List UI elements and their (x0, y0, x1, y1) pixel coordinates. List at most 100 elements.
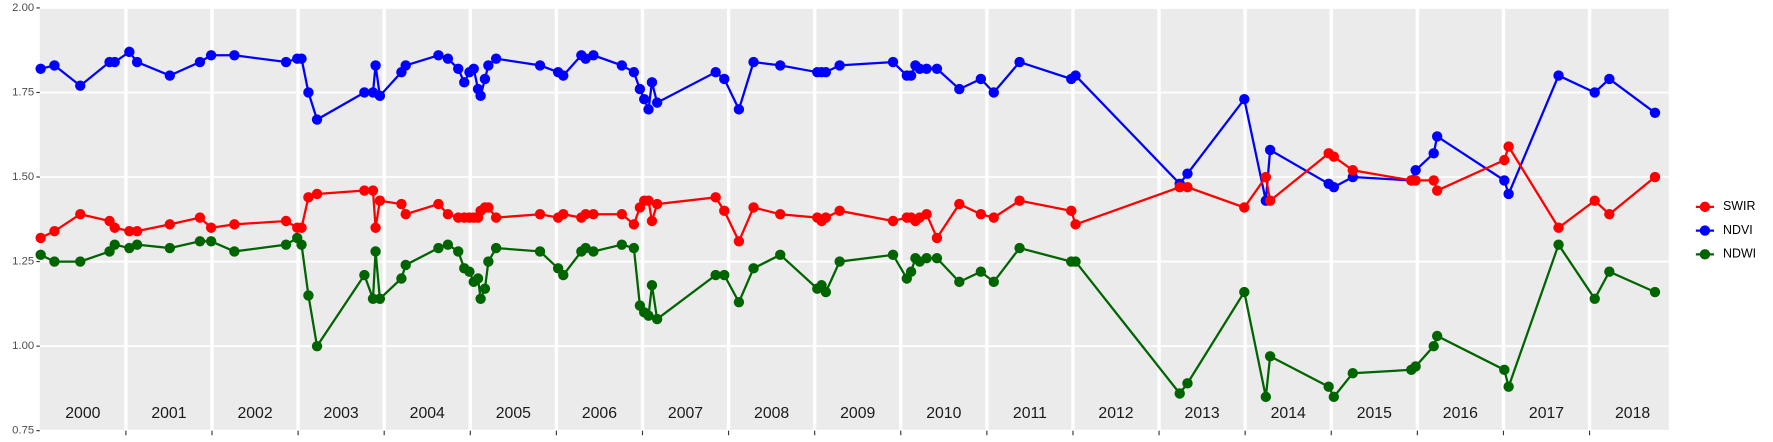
data-point (400, 259, 411, 271)
data-point (131, 239, 143, 250)
data-point (49, 256, 60, 267)
data-point (975, 73, 987, 85)
data-point (1174, 388, 1185, 399)
data-point (1264, 351, 1276, 362)
data-point (1410, 175, 1421, 186)
data-point (1589, 293, 1600, 304)
data-point (634, 83, 646, 95)
data-point (164, 242, 176, 254)
year-label: 2000 (65, 405, 100, 422)
year-label: 2015 (1357, 405, 1392, 422)
data-point (887, 215, 899, 227)
year-label: 2017 (1529, 405, 1564, 422)
data-point (280, 56, 292, 68)
data-point (75, 80, 86, 91)
data-point (580, 209, 591, 220)
data-point (483, 256, 494, 267)
data-point (1410, 361, 1421, 372)
data-point (280, 239, 292, 250)
data-point (1499, 154, 1510, 166)
data-point (1499, 175, 1510, 186)
data-point (820, 212, 832, 223)
year-label: 2008 (754, 405, 789, 422)
data-point (1553, 70, 1564, 81)
data-point (1328, 181, 1340, 193)
data-point (954, 276, 965, 288)
data-point (639, 94, 650, 105)
data-point (109, 222, 120, 233)
data-point (1070, 70, 1081, 81)
data-point (1428, 148, 1439, 159)
data-point (628, 242, 640, 254)
data-point (164, 70, 176, 81)
data-point (205, 236, 217, 247)
data-point (733, 104, 745, 115)
y-tick-label: 1.75 (12, 86, 34, 98)
data-point (35, 249, 46, 261)
data-point (1323, 381, 1334, 392)
data-point (490, 212, 502, 223)
data-point (475, 90, 486, 102)
legend-key-point (1699, 249, 1711, 260)
data-point (534, 246, 546, 257)
data-point (820, 66, 832, 78)
data-point (296, 239, 307, 250)
data-point (1174, 181, 1185, 193)
data-point (1431, 131, 1443, 142)
data-point (1260, 171, 1272, 183)
data-point (49, 60, 60, 71)
data-point (588, 246, 599, 257)
data-point (954, 83, 965, 95)
year-label: 2001 (151, 405, 186, 422)
data-point (1589, 195, 1600, 206)
data-point (651, 313, 663, 325)
year-label: 2013 (1185, 405, 1220, 422)
data-point (1553, 222, 1564, 233)
data-point (433, 198, 444, 210)
data-point (374, 293, 386, 304)
data-point (459, 77, 470, 88)
data-point (1182, 181, 1193, 193)
data-point (1431, 330, 1443, 342)
data-point (628, 219, 640, 230)
data-point (834, 256, 845, 267)
data-point (988, 212, 999, 223)
year-label: 2012 (1098, 405, 1133, 422)
y-tick-label: 1.50 (12, 171, 34, 183)
data-point (921, 209, 932, 220)
data-point (921, 63, 932, 74)
data-point (433, 242, 444, 254)
data-point (1070, 256, 1081, 267)
data-point (887, 56, 899, 68)
y-tick-label: 0.75 (12, 425, 34, 437)
data-point (834, 60, 845, 71)
data-point (229, 50, 240, 61)
data-point (643, 195, 654, 206)
data-point (921, 253, 932, 264)
data-point (453, 63, 464, 74)
data-point (588, 209, 599, 220)
data-point (296, 222, 307, 233)
data-point (646, 215, 658, 227)
year-label: 2010 (926, 405, 961, 422)
data-point (433, 50, 444, 61)
data-point (396, 198, 407, 210)
data-point (748, 202, 759, 213)
y-tick-label: 1.25 (12, 256, 34, 268)
data-point (1604, 266, 1615, 277)
data-point (558, 209, 569, 220)
data-point (490, 242, 502, 254)
data-point (367, 185, 379, 196)
data-point (453, 246, 464, 257)
data-point (1649, 107, 1661, 118)
data-point (719, 73, 730, 85)
data-point (359, 185, 370, 196)
data-point (710, 66, 721, 78)
year-label: 2014 (1271, 405, 1306, 422)
data-point (931, 253, 943, 264)
data-point (643, 104, 654, 115)
data-point (775, 209, 786, 220)
data-point (442, 209, 454, 220)
